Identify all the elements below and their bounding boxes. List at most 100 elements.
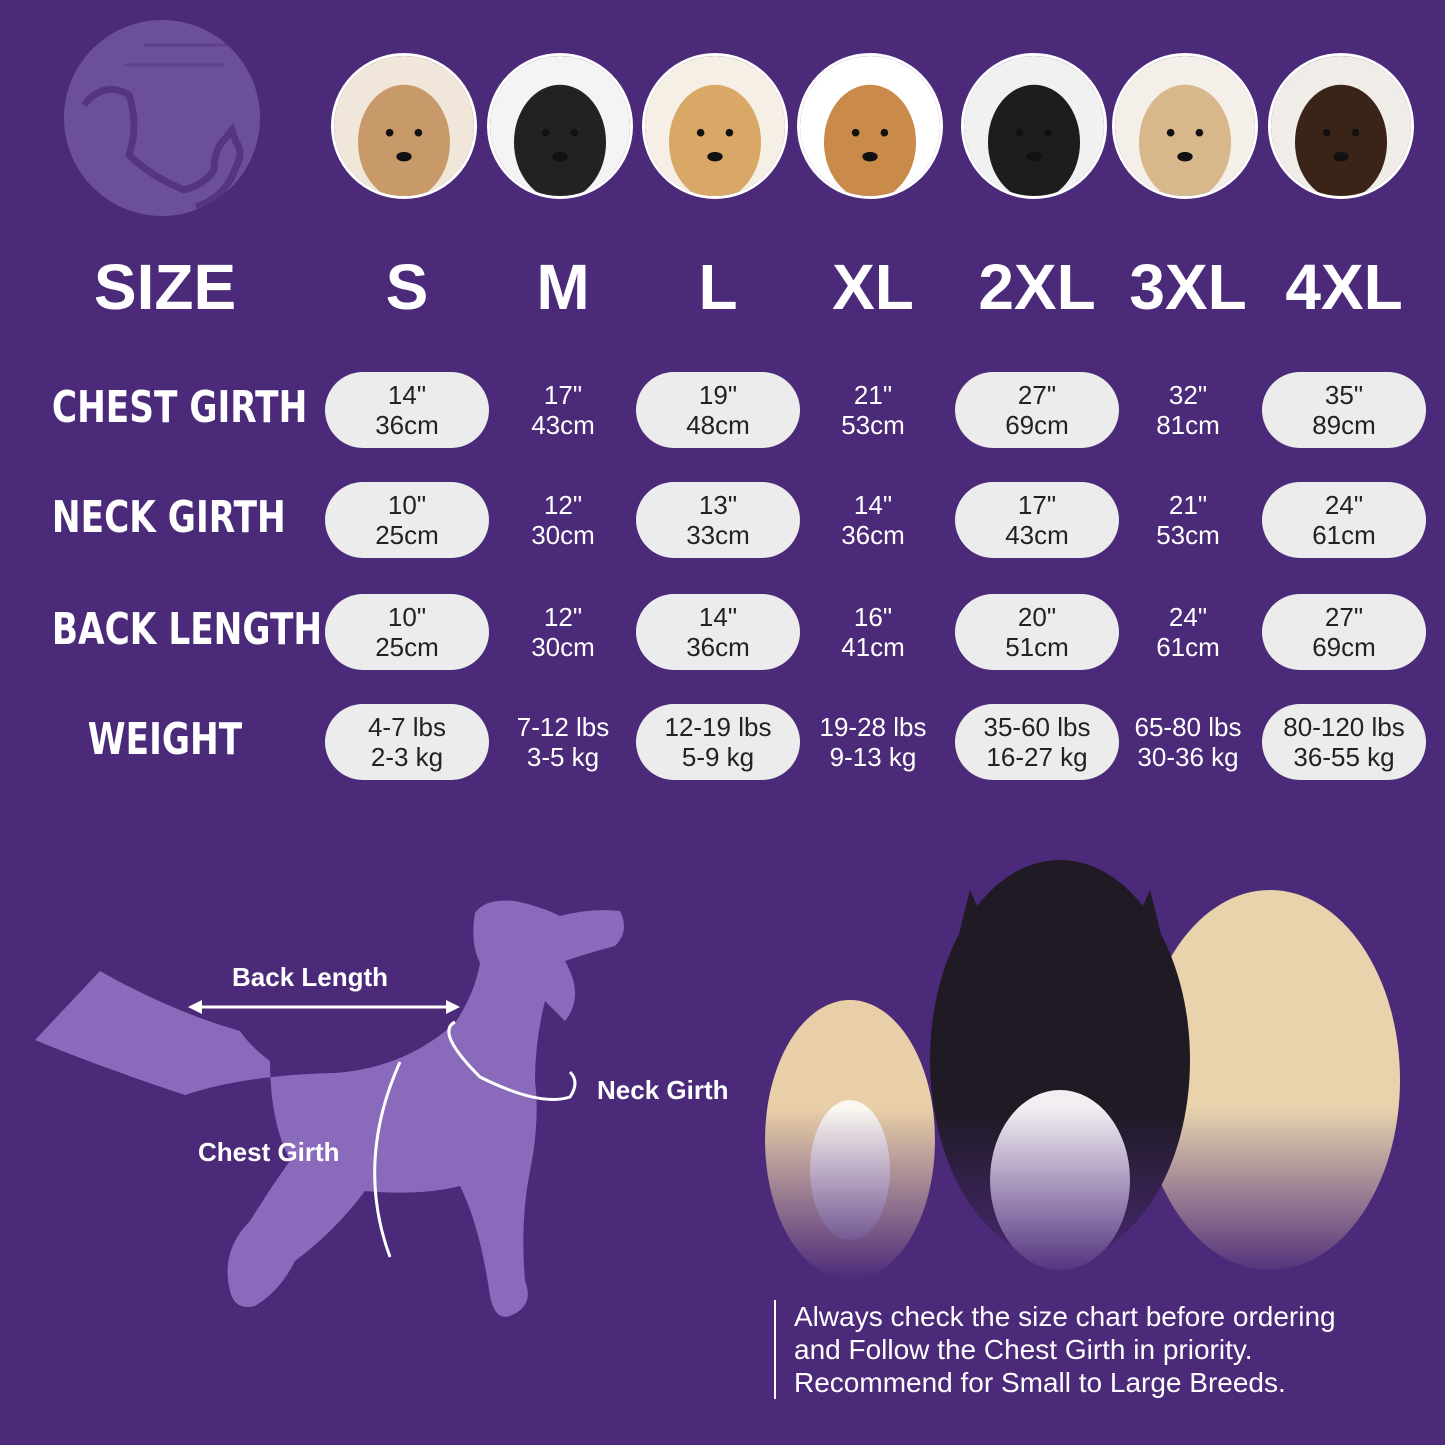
metric-value: 48cm [686,410,750,440]
size-cell: 21" 53cm [1106,482,1270,558]
imperial-value: 21" [853,380,893,410]
imperial-value: 21" [1168,490,1208,520]
size-cell: 13" 33cm [636,482,800,558]
size-header-xl: XL [832,251,914,323]
dog-cat-icon [81,43,244,211]
size-cell: 24" 61cm [1106,594,1270,670]
imperial-value: 80-120 lbs [1283,712,1405,742]
imperial-value: 19-28 lbs [819,712,927,742]
size-cell: 35" 89cm [1262,372,1426,448]
metric-value: 30cm [531,632,595,662]
size-header-s: S [385,251,429,323]
back-length-label: Back Length [232,962,389,992]
size-cell: 14" 36cm [636,594,800,670]
size-cell: 27" 69cm [955,372,1119,448]
breed-photo-border-collie [961,53,1107,199]
metric-value: 36cm [375,410,439,440]
breed-photo-labrador [1112,53,1258,199]
imperial-value: 14" [387,380,427,410]
size-cell: 17" 43cm [481,372,645,448]
size-header-l: L [698,251,738,323]
imperial-value: 17" [1017,490,1057,520]
metric-value: 61cm [1156,632,1220,662]
metric-value: 69cm [1312,632,1376,662]
metric-value: 36cm [841,520,905,550]
imperial-value: 35-60 lbs [983,712,1091,742]
pet-logo [64,20,260,216]
imperial-value: 12" [543,602,583,632]
size-cell: 4-7 lbs 2-3 kg [325,704,489,780]
imperial-value: 65-80 lbs [1134,712,1242,742]
metric-value: 30-36 kg [1137,742,1239,772]
imperial-value: 10" [387,490,427,520]
size-cell: 27" 69cm [1262,594,1426,670]
imperial-value: 12-19 lbs [664,712,772,742]
size-cell: 12-19 lbs 5-9 kg [636,704,800,780]
metric-value: 53cm [1156,520,1220,550]
imperial-value: 10" [387,602,427,632]
imperial-value: 35" [1324,380,1364,410]
neck-girth-label: Neck Girth [597,1075,729,1105]
metric-value: 2-3 kg [370,742,444,772]
size-cell: 19-28 lbs 9-13 kg [791,704,955,780]
metric-value: 25cm [375,520,439,550]
row-label: WEIGHT [87,714,243,765]
breed-photo-shih-tzu [331,53,477,199]
size-cell: 12" 30cm [481,594,645,670]
breed-photo-doberman [1268,53,1414,199]
three-dogs-photo [740,850,1420,1280]
imperial-value: 32" [1168,380,1208,410]
chest-girth-label: Chest Girth [198,1137,340,1167]
sizing-note: Always check the size chart before order… [774,1300,1336,1399]
imperial-value: 24" [1168,602,1208,632]
size-cell: 19" 48cm [636,372,800,448]
imperial-value: 4-7 lbs [367,712,447,742]
size-cell: 65-80 lbs 30-36 kg [1106,704,1270,780]
imperial-value: 27" [1017,380,1057,410]
size-cell: 12" 30cm [481,482,645,558]
metric-value: 89cm [1312,410,1376,440]
size-cell: 80-120 lbs 36-55 kg [1262,704,1426,780]
size-header-2xl: 2XL [978,251,1096,323]
metric-value: 43cm [531,410,595,440]
breed-photo-beagle [797,53,943,199]
metric-value: 61cm [1312,520,1376,550]
size-cell: 7-12 lbs 3-5 kg [481,704,645,780]
size-cell: 24" 61cm [1262,482,1426,558]
metric-value: 3-5 kg [526,742,600,772]
imperial-value: 7-12 lbs [516,712,610,742]
metric-value: 33cm [686,520,750,550]
metric-value: 36-55 kg [1293,742,1395,772]
row-label: BACK LENGTH [51,604,323,655]
size-cell: 35-60 lbs 16-27 kg [955,704,1119,780]
note-line: and Follow the Chest Girth in priority. [794,1334,1253,1365]
imperial-value: 14" [698,602,738,632]
metric-value: 16-27 kg [986,742,1088,772]
size-cell: 14" 36cm [791,482,955,558]
metric-value: 5-9 kg [681,742,755,772]
size-cell: 10" 25cm [325,594,489,670]
size-cell: 10" 25cm [325,482,489,558]
size-header-4xl: 4XL [1285,251,1403,323]
row-label: NECK GIRTH [51,492,286,543]
metric-value: 43cm [1005,520,1069,550]
breed-photo-boston-terrier [487,53,633,199]
row-label: CHEST GIRTH [51,382,308,433]
imperial-value: 17" [543,380,583,410]
metric-value: 30cm [531,520,595,550]
breed-photo-cocker-spaniel [642,53,788,199]
size-cell: 20" 51cm [955,594,1119,670]
metric-value: 36cm [686,632,750,662]
size-cell: 14" 36cm [325,372,489,448]
metric-value: 25cm [375,632,439,662]
imperial-value: 24" [1324,490,1364,520]
metric-value: 9-13 kg [829,742,917,772]
metric-value: 41cm [841,632,905,662]
imperial-value: 14" [853,490,893,520]
imperial-value: 20" [1017,602,1057,632]
note-line: Always check the size chart before order… [794,1301,1336,1332]
size-cell: 17" 43cm [955,482,1119,558]
note-line: Recommend for Small to Large Breeds. [794,1367,1286,1398]
imperial-value: 13" [698,490,738,520]
size-cell: 32" 81cm [1106,372,1270,448]
